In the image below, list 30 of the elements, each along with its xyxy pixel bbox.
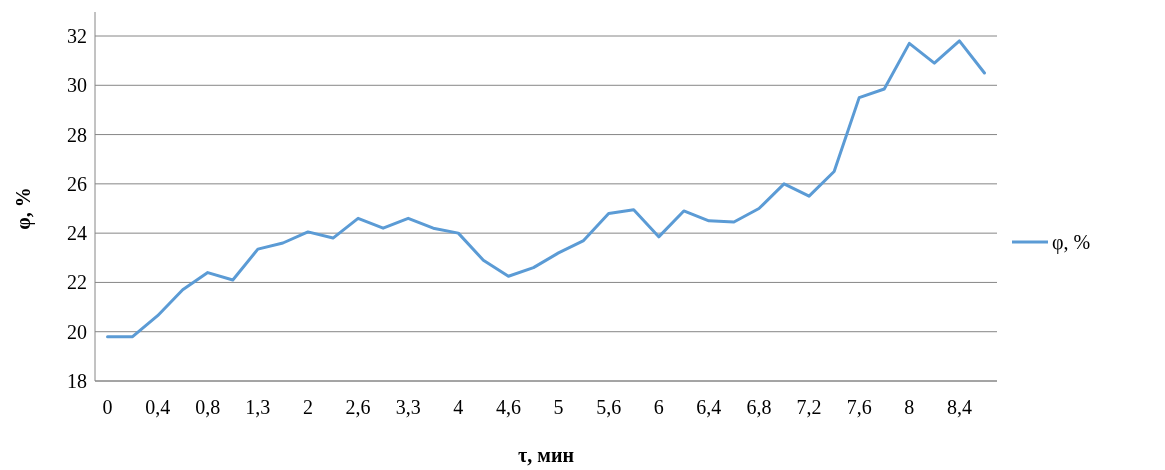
y-tick-label: 28 xyxy=(67,123,87,146)
x-tick-label: 8,4 xyxy=(946,396,972,418)
y-tick-label: 24 xyxy=(67,222,87,245)
x-tick-label: 5 xyxy=(553,396,564,418)
x-tick-label: 2 xyxy=(302,396,313,418)
x-tick-label: 7,6 xyxy=(846,396,872,418)
y-tick-label: 18 xyxy=(67,370,87,392)
x-tick-label: 5,6 xyxy=(596,396,622,418)
x-tick-label: 6,4 xyxy=(696,396,722,418)
x-tick-label: 6,8 xyxy=(746,396,772,418)
legend-label: φ, % xyxy=(1052,231,1091,254)
x-tick-label: 3,3 xyxy=(395,396,421,418)
x-tick-label: 0,4 xyxy=(145,396,171,418)
x-tick-label: 7,2 xyxy=(796,396,822,418)
x-tick-label: 8 xyxy=(904,396,915,418)
y-tick-label: 30 xyxy=(67,74,87,97)
y-tick-label: 26 xyxy=(67,172,87,195)
y-tick-label: 22 xyxy=(67,271,87,294)
x-tick-label: 4,6 xyxy=(495,396,521,418)
x-axis-title: τ, мин xyxy=(518,444,574,466)
y-tick-label: 20 xyxy=(67,320,87,343)
x-tick-label: 2,6 xyxy=(345,396,371,418)
x-tick-label: 1,3 xyxy=(245,396,271,418)
x-tick-label: 4 xyxy=(453,396,464,418)
x-tick-label: 6 xyxy=(653,396,664,418)
y-axis-title: φ, % xyxy=(12,187,35,230)
x-tick-label: 0 xyxy=(102,396,113,418)
line-series xyxy=(106,39,986,339)
y-tick-label: 32 xyxy=(67,25,87,47)
x-tick-label: 0,8 xyxy=(195,396,221,418)
